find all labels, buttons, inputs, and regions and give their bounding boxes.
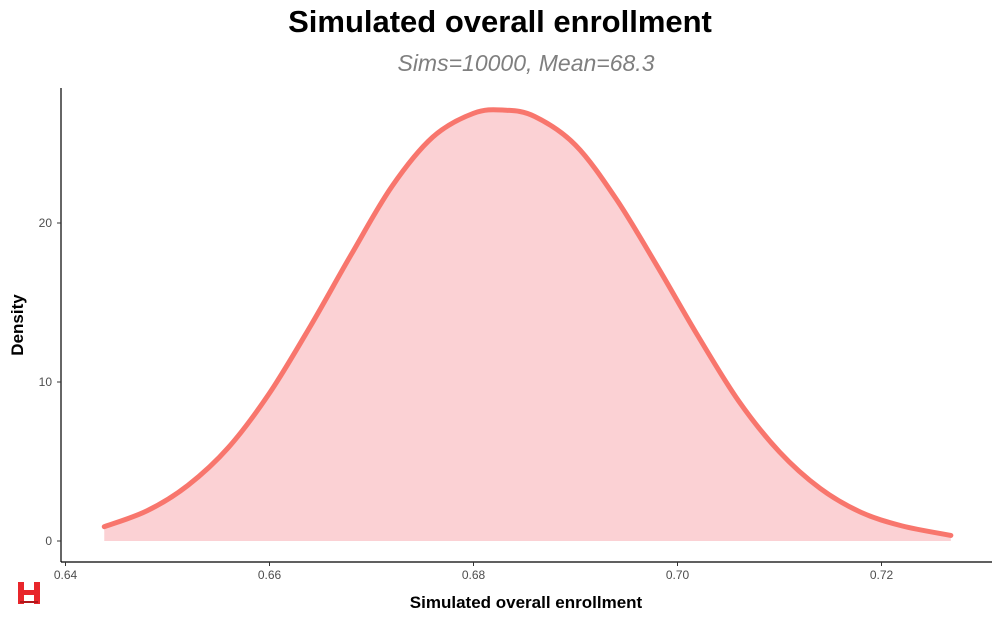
y-tick-label: 10 <box>39 375 53 389</box>
x-tick-label: 0.64 <box>54 568 78 582</box>
density-area-fill <box>104 109 951 542</box>
plot-area <box>101 107 954 542</box>
y-axis-title: Density <box>8 294 27 356</box>
chart-title: Simulated overall enrollment <box>288 4 712 39</box>
x-tick-label: 0.70 <box>666 568 690 582</box>
x-tick-label: 0.68 <box>462 568 486 582</box>
density-line <box>101 107 954 538</box>
y-ticks: 0 10 20 <box>39 216 61 548</box>
h-logo-icon <box>18 582 40 604</box>
x-axis-title: Simulated overall enrollment <box>410 593 643 612</box>
y-tick-label: 20 <box>39 216 53 230</box>
x-tick-label: 0.66 <box>258 568 282 582</box>
x-ticks: 0.64 0.66 0.68 0.70 0.72 <box>54 562 894 582</box>
chart-subtitle: Sims=10000, Mean=68.3 <box>397 50 655 76</box>
y-tick-label: 0 <box>45 534 52 548</box>
x-tick-label: 0.72 <box>870 568 894 582</box>
